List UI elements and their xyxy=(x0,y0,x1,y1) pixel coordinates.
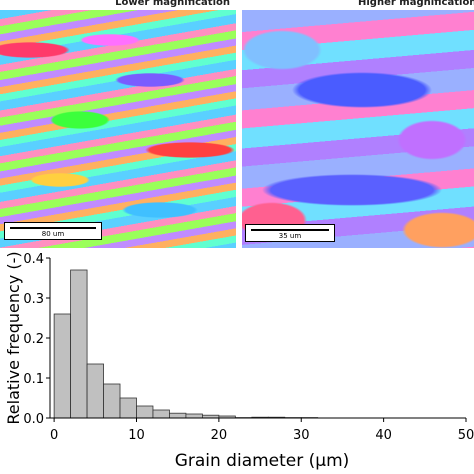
bar xyxy=(103,383,121,419)
y-tick-label: 0.4 xyxy=(23,252,44,267)
x-tick-label: 0 xyxy=(50,428,58,443)
bar xyxy=(185,413,203,419)
x-tick-label: 20 xyxy=(211,428,228,443)
x-tick-label: 50 xyxy=(458,428,474,443)
bar xyxy=(86,363,104,419)
ebsd-map: 35 um xyxy=(242,10,474,248)
x-tick-label: 30 xyxy=(293,428,310,443)
bar xyxy=(152,409,170,419)
bar xyxy=(136,405,154,419)
y-axis-label: Relative frequency (-) xyxy=(4,251,23,424)
scale-bar-label: 80 um xyxy=(41,230,65,238)
bar xyxy=(53,313,71,419)
bar xyxy=(169,412,187,419)
panel-label: Lower magnification xyxy=(113,0,232,8)
scale-bar-label: 35 um xyxy=(278,232,302,240)
x-tick-label: 40 xyxy=(375,428,392,443)
scale-bar: 80 um xyxy=(4,222,102,240)
x-tick-label: 10 xyxy=(128,428,145,443)
bar xyxy=(70,269,88,419)
y-tick-label: 0.1 xyxy=(23,372,44,387)
panel-label: Higher magnification xyxy=(356,0,474,8)
y-tick-label: 0.0 xyxy=(23,412,44,427)
x-axis-label: Grain diameter (μm) xyxy=(175,451,350,471)
ebsd-map: 80 um xyxy=(0,10,236,248)
y-tick-label: 0.3 xyxy=(23,292,44,307)
scale-bar: 35 um xyxy=(245,224,335,242)
y-tick-label: 0.2 xyxy=(23,332,44,347)
bar xyxy=(119,397,137,419)
